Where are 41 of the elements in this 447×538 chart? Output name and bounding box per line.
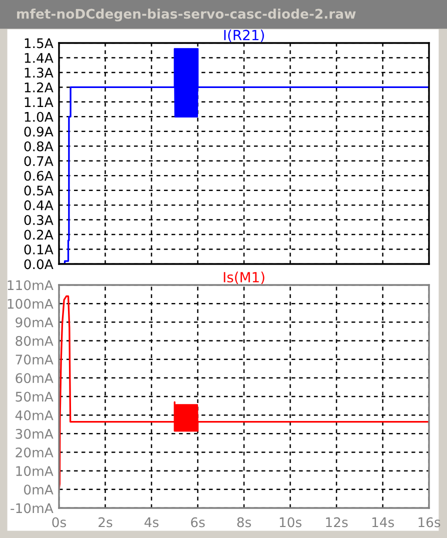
chart-title: Is(M1) [224, 272, 264, 284]
y-tick-label: 1.5A [24, 38, 54, 48]
text: mfet-noDCdegen-bias-servo-casc-diode-2.raw [17, 8, 356, 22]
y-tick-label: 0.8A [24, 141, 54, 152]
x-tick-label: 8s [237, 517, 251, 528]
y-tick-label: 1.2A [24, 82, 54, 92]
y-tick-label: 60mA [16, 373, 54, 384]
y-tick-label: 0.1A [24, 244, 54, 254]
y-tick-label: 0.7A [24, 156, 54, 166]
x-tick-label: 4s [144, 517, 158, 528]
y-tick-label: 100mA [8, 298, 54, 309]
y-tick-label: 30mA [16, 428, 54, 439]
y-tick-label: 0.5A [24, 186, 54, 196]
y-tick-label: 50mA [16, 392, 54, 402]
y-tick-label: 0mA [24, 484, 54, 495]
y-tick-label: -10mA [10, 503, 54, 514]
y-tick-label: 0.2A [24, 230, 54, 240]
y-tick-label: 40mA [15, 410, 54, 420]
x-tick-label: 14s [372, 517, 394, 528]
x-tick-label: 16s [418, 517, 440, 528]
x-tick-label: 0s [52, 517, 66, 528]
y-tick-label: 20mA [16, 447, 54, 458]
chart-title: I(R21) [224, 30, 264, 42]
x-tick-label: 12s [326, 517, 348, 528]
y-tick-label: 10mA [16, 466, 54, 476]
y-tick-label: 1.1A [24, 97, 54, 107]
x-tick-label: 10s [280, 517, 302, 528]
y-tick-label: 0.9A [24, 126, 54, 137]
y-tick-label: 0.4A [24, 200, 54, 210]
y-tick-label: 90mA [16, 317, 54, 328]
y-tick-label: 0.6A [24, 170, 54, 181]
y-tick-label: 70mA [16, 354, 54, 365]
y-tick-label: 1.4A [24, 53, 54, 63]
y-tick-label: 110mA [8, 280, 54, 290]
y-tick-label: 80mA [16, 336, 54, 346]
y-tick-label: 0.3A [24, 215, 54, 225]
x-tick-label: 2s [98, 517, 112, 528]
x-tick-label: 6s [191, 517, 205, 528]
y-tick-label: 1.3A [24, 68, 54, 78]
y-tick-label: 1.0A [24, 112, 54, 122]
y-tick-label: 0.0A [24, 259, 54, 270]
